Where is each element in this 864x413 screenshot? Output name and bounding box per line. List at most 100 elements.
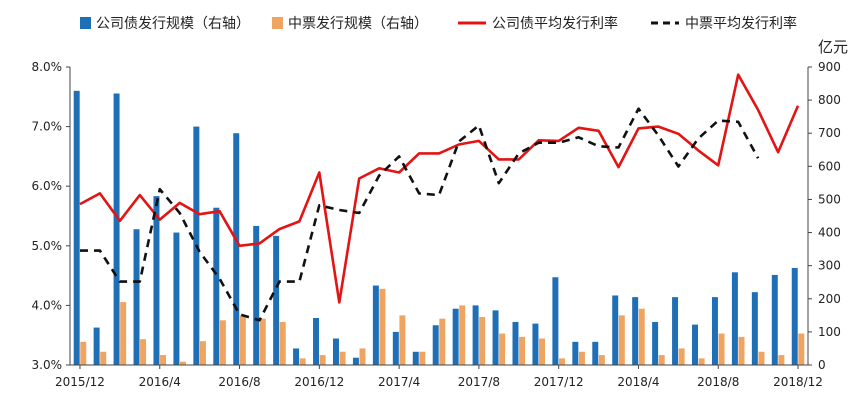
mtn-bar [379,288,386,365]
corporate-bond-bar [492,310,499,365]
mtn-bar [120,302,127,365]
mtn-bar [558,358,565,365]
x-tick-label: 2017/8 [458,375,500,389]
corporate-bond-bar [372,285,379,365]
mtn-bar [339,351,346,365]
left-tick-label: 6.0% [32,179,63,193]
corporate-bond-bar [612,295,619,365]
mtn-bar [479,316,486,365]
mtn-bar [399,315,406,365]
legend-label-1: 中票发行规模（右轴） [288,16,428,32]
right-tick-label: 300 [818,259,841,273]
right-axis-unit: 亿元 [818,38,848,56]
axes: 3.0% 4.0% 5.0% 6.0% 7.0% 8.0% 0 100 200 300 400 500… [32,60,841,389]
x-tick-label: 2017/4 [378,375,420,389]
x-tick-label: 2016/8 [218,375,260,389]
corporate-bond-bar [452,308,459,365]
mtn-bar [199,341,206,365]
legend-label-0: 公司债发行规模（右轴） [96,16,250,32]
mtn-bar [299,358,306,365]
right-tick-label: 700 [818,126,841,140]
corporate-bond-bar [332,338,339,365]
mtn-bar [718,333,725,365]
legend-swatch-1 [272,17,283,29]
corporate-bond-bar [632,297,639,365]
mtn-bar [359,348,366,365]
corporate-bond-bar [392,331,399,365]
corporate-bond-bar [213,207,220,365]
corporate-bond-rate-line [79,73,800,304]
legend-label-3: 中票平均发行利率 [685,15,797,32]
mtn-bar [100,351,107,365]
right-tick-label: 900 [818,60,841,74]
corporate-bond-bar [532,323,539,365]
x-tick-label: 2018/8 [697,375,739,389]
corporate-bond-bar [432,325,439,365]
corporate-bond-bar [352,357,359,365]
corporate-bond-bar [552,277,559,365]
legend: 公司债发行规模（右轴） 中票发行规模（右轴） 公司债平均发行利率 中票平均发行利率 [80,15,797,32]
left-tick-label: 4.0% [32,298,63,312]
corporate-bond-bar [791,267,798,365]
right-tick-label: 0 [818,358,826,372]
mtn-bar [698,358,705,365]
corporate-bond-bar [153,196,160,365]
mtn-rate-line [80,107,760,322]
corporate-bond-bar [293,348,300,365]
mtn-bar [658,355,665,365]
mtn-bar [219,320,226,365]
mtn-bar [239,315,246,365]
x-tick-label: 2017/12 [534,375,584,389]
mtn-bar [140,339,147,365]
left-tick-label: 8.0% [32,60,63,74]
corporate-bond-bar [412,351,419,365]
corporate-bond-bar [313,317,320,365]
mtn-bar [259,318,266,365]
right-tick-label: 400 [818,226,841,240]
mtn-bar [439,318,446,365]
corporate-bond-bar [133,229,140,365]
corporate-bond-bar [692,324,698,365]
mtn-bar [160,355,167,365]
mtn-bar [279,321,286,365]
legend-label-2: 公司债平均发行利率 [492,15,618,32]
mtn-bar [319,355,326,365]
right-tick-label: 800 [818,93,841,107]
mtn-bar [419,351,426,365]
mtn-bar [798,333,805,365]
x-tick-label: 2016/12 [294,375,344,389]
mtn-bar [598,355,605,365]
right-tick-label: 200 [818,292,841,306]
mtn-bar [519,336,526,365]
lines [79,73,800,322]
right-tick-label: 100 [818,325,841,339]
corporate-bond-bar [751,292,758,365]
left-tick-label: 5.0% [32,239,63,253]
mtn-bar [758,351,765,365]
mtn-bar [618,315,625,365]
corporate-bond-bar [592,341,599,365]
corporate-bond-bar [711,297,718,365]
mtn-bar [778,355,785,365]
corporate-bond-bar [771,274,778,365]
x-tick-label: 2018/12 [773,375,823,389]
mtn-bar [678,348,685,365]
corporate-bond-bar [173,232,180,365]
corporate-bond-bar [273,235,280,365]
corporate-bond-bar [731,272,738,365]
legend-swatch-0 [80,17,91,29]
corporate-bond-bar [472,305,479,365]
mtn-bar [738,336,745,365]
corporate-bond-bar [233,133,240,365]
corporate-bond-bar [672,297,679,365]
mtn-bar [180,361,186,365]
x-tick-label: 2016/4 [139,375,181,389]
mtn-bar [539,338,546,365]
mtn-bar [459,305,466,365]
corporate-bond-bar [253,225,260,365]
corporate-bond-bar [652,321,659,365]
right-tick-label: 500 [818,192,841,206]
bars [73,90,805,365]
left-tick-label: 3.0% [32,358,63,372]
